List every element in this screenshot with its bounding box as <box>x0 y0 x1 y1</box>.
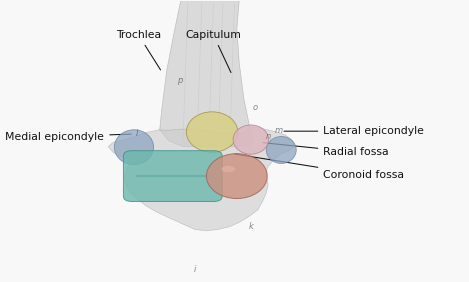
Text: l: l <box>136 129 138 138</box>
Text: o: o <box>253 103 258 112</box>
Text: Capitulum: Capitulum <box>186 30 242 72</box>
Text: Trochlea: Trochlea <box>116 30 161 70</box>
Text: Lateral epicondyle: Lateral epicondyle <box>284 126 424 136</box>
Text: n: n <box>266 132 271 141</box>
Text: Medial epicondyle: Medial epicondyle <box>5 132 131 142</box>
Text: k: k <box>249 222 253 231</box>
Text: p: p <box>177 76 182 85</box>
Polygon shape <box>159 1 253 147</box>
Text: Coronoid fossa: Coronoid fossa <box>235 154 404 180</box>
Text: m: m <box>275 126 283 135</box>
Ellipse shape <box>266 136 296 164</box>
Ellipse shape <box>186 112 238 152</box>
FancyBboxPatch shape <box>123 151 222 201</box>
Ellipse shape <box>221 166 235 172</box>
Text: Radial fossa: Radial fossa <box>263 143 389 157</box>
Ellipse shape <box>233 125 269 154</box>
Ellipse shape <box>114 130 154 165</box>
Ellipse shape <box>206 154 267 199</box>
Text: i: i <box>194 265 196 274</box>
Polygon shape <box>108 127 295 231</box>
